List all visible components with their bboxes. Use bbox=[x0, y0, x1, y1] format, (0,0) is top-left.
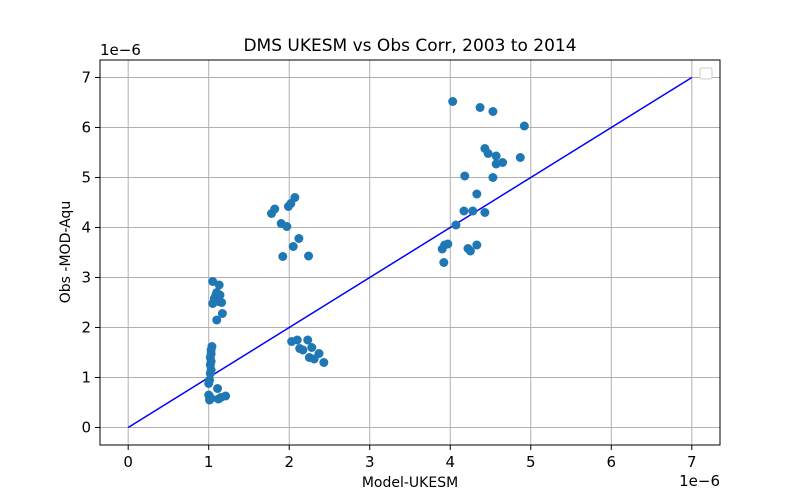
data-point bbox=[465, 246, 475, 256]
data-point bbox=[319, 358, 329, 367]
y-tick-label: 2 bbox=[81, 319, 91, 337]
y-tick-label: 4 bbox=[81, 219, 91, 237]
data-point bbox=[290, 193, 300, 202]
y-tick-label: 6 bbox=[81, 119, 91, 137]
data-point bbox=[468, 206, 478, 216]
legend-box bbox=[699, 67, 713, 80]
data-point bbox=[221, 391, 231, 401]
grid-lines bbox=[100, 60, 720, 445]
reference-line-group bbox=[127, 76, 693, 429]
x-axis-offset-label: 1e−6 bbox=[679, 472, 720, 490]
data-point bbox=[488, 107, 498, 116]
data-point bbox=[282, 222, 292, 231]
data-point bbox=[212, 315, 222, 325]
plot-frame bbox=[99, 59, 721, 446]
y-tick-label: 1 bbox=[81, 369, 91, 387]
data-points bbox=[204, 97, 529, 405]
data-point bbox=[451, 220, 461, 230]
data-point bbox=[515, 153, 525, 162]
data-point bbox=[270, 204, 280, 214]
x-tick-label: 4 bbox=[445, 453, 455, 471]
data-point bbox=[314, 349, 324, 358]
data-point bbox=[214, 280, 224, 290]
data-point bbox=[480, 208, 490, 217]
y-tick-label: 0 bbox=[81, 419, 91, 437]
data-point bbox=[475, 103, 485, 112]
data-point bbox=[288, 242, 298, 251]
one-to-one-line bbox=[127, 76, 693, 429]
x-tick-label: 0 bbox=[123, 453, 133, 471]
x-tick-label: 3 bbox=[365, 453, 375, 471]
x-axis-label: Model-UKESM bbox=[362, 475, 458, 491]
data-point bbox=[519, 121, 529, 131]
data-point bbox=[294, 234, 304, 243]
y-tick-label: 7 bbox=[81, 69, 91, 87]
data-point bbox=[206, 394, 216, 403]
y-tick-label: 3 bbox=[81, 269, 91, 287]
data-point bbox=[307, 343, 317, 352]
chart-title: DMS UKESM vs Obs Corr, 2003 to 2014 bbox=[243, 36, 576, 56]
data-point bbox=[283, 202, 293, 211]
x-tick-label: 7 bbox=[687, 453, 697, 471]
data-point bbox=[448, 97, 458, 106]
data-point bbox=[483, 149, 493, 158]
data-point bbox=[278, 252, 288, 261]
y-axis-offset-label: 1e−6 bbox=[100, 41, 141, 59]
x-tick-label: 2 bbox=[284, 453, 294, 471]
x-tick-label: 1 bbox=[204, 453, 214, 471]
data-point bbox=[460, 171, 470, 181]
data-point bbox=[213, 384, 223, 393]
y-axis-label: Obs -MOD-Aqu bbox=[58, 201, 74, 303]
data-point bbox=[459, 206, 469, 216]
y-axis-ticks: 0 1 2 3 4 5 6 7 bbox=[81, 69, 100, 437]
data-point bbox=[298, 345, 308, 355]
data-point bbox=[207, 342, 217, 351]
data-point bbox=[488, 173, 498, 182]
y-tick-label: 5 bbox=[81, 169, 91, 187]
data-point bbox=[472, 240, 482, 250]
data-point bbox=[292, 335, 302, 345]
x-tick-label: 5 bbox=[526, 453, 536, 471]
data-point bbox=[498, 158, 508, 167]
data-point bbox=[213, 297, 223, 306]
data-point bbox=[439, 258, 449, 267]
data-point bbox=[217, 309, 227, 318]
data-point bbox=[472, 189, 482, 199]
data-point bbox=[437, 244, 447, 254]
data-point bbox=[491, 151, 501, 161]
data-point bbox=[304, 251, 314, 261]
x-axis-ticks: 0 1 2 3 4 5 6 7 bbox=[123, 445, 697, 471]
x-tick-label: 6 bbox=[607, 453, 617, 471]
data-point bbox=[303, 335, 313, 345]
